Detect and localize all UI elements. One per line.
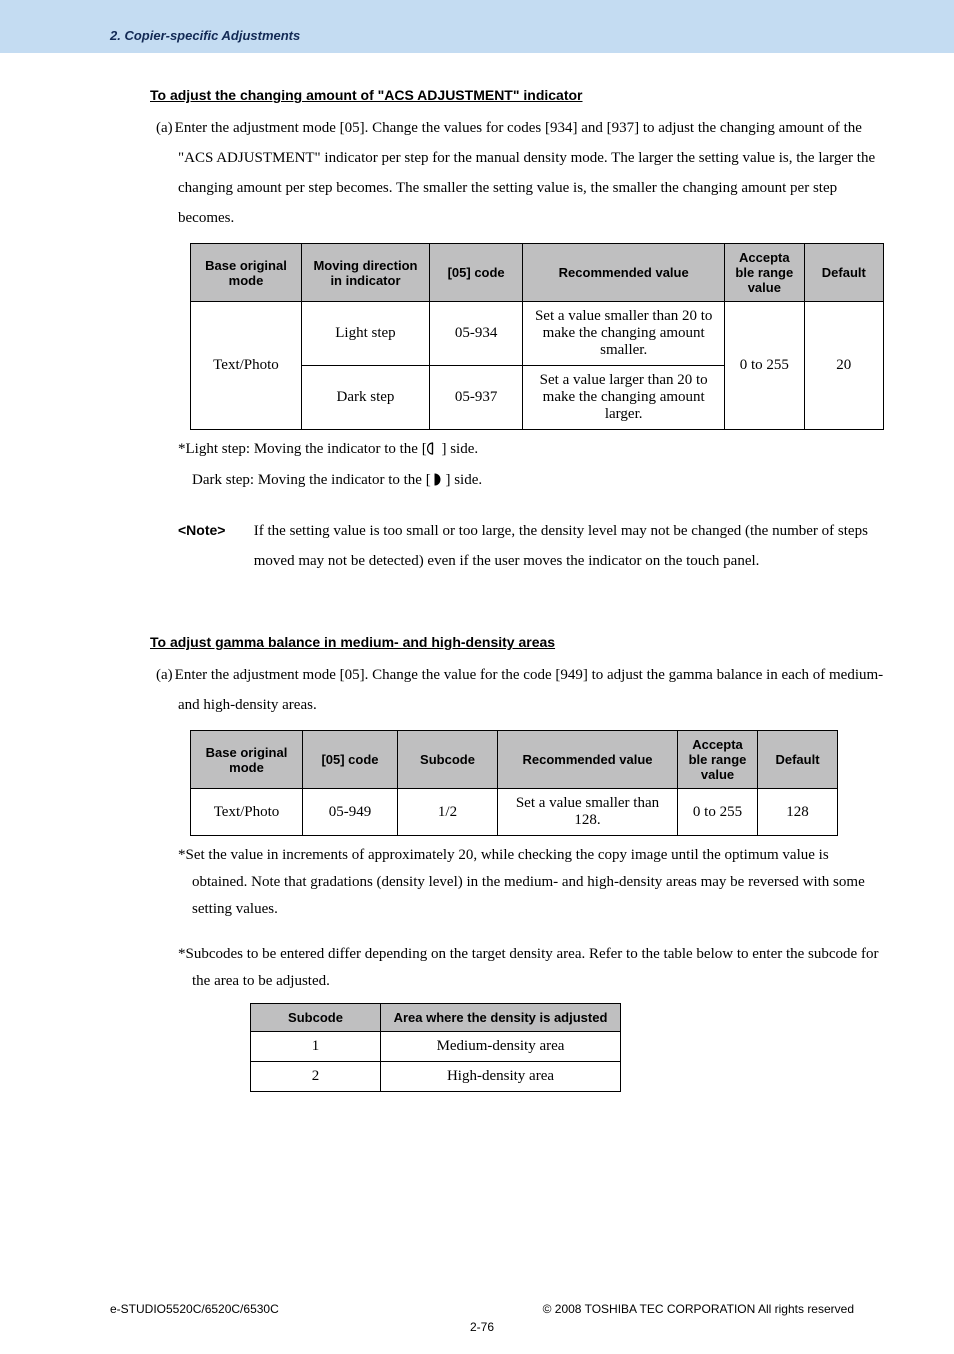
td-area: High-density area — [381, 1062, 621, 1092]
s1-star-note-1: *Light step: Moving the indicator to the… — [178, 436, 884, 463]
th: Recommended value — [498, 731, 678, 789]
table-row: Text/Photo Light step 05-934 Set a value… — [191, 302, 884, 366]
s1-star-note-2: Dark step: Moving the indicator to the [… — [178, 467, 884, 494]
star-text: Light step: Moving the indicator to the … — [186, 441, 427, 457]
s2-paragraph: (a)Enter the adjustment mode [05]. Chang… — [150, 660, 884, 720]
dark-indicator-icon — [431, 472, 442, 488]
footer-model: e-STUDIO5520C/6520C/6530C — [110, 1302, 279, 1316]
td-def: 20 — [804, 302, 883, 430]
th: Subcode — [398, 731, 498, 789]
th: Accepta ble range value — [725, 244, 805, 302]
table-row: 2 High-density area — [251, 1062, 621, 1092]
star-text: Subcodes to be entered differ depending … — [186, 946, 879, 989]
s1-table: Base original mode Moving direction in i… — [190, 243, 884, 430]
th: [05] code — [303, 731, 398, 789]
s1-title: To adjust the changing amount of "ACS AD… — [150, 87, 884, 103]
th: Default — [758, 731, 838, 789]
td-code: 05-937 — [429, 366, 522, 430]
td-rec: Set a value smaller than 20 to make the … — [523, 302, 725, 366]
s2-title: To adjust gamma balance in medium- and h… — [150, 634, 884, 650]
section-heading: 2. Copier-specific Adjustments — [110, 28, 954, 43]
page-header: 2. Copier-specific Adjustments — [0, 0, 954, 53]
td-def: 128 — [758, 789, 838, 836]
td-dir: Light step — [301, 302, 429, 366]
s1-note: <Note> If the setting value is too small… — [178, 516, 884, 576]
td-rec: Set a value smaller than 128. — [498, 789, 678, 836]
th: Default — [804, 244, 883, 302]
light-indicator-icon — [427, 441, 438, 457]
td-sub: 1 — [251, 1032, 381, 1062]
td-range: 0 to 255 — [725, 302, 805, 430]
footer-page-number: 2-76 — [110, 1320, 854, 1334]
s2-star-note-2: *Subcodes to be entered differ depending… — [178, 941, 884, 995]
table-header-row: Base original mode Moving direction in i… — [191, 244, 884, 302]
th: [05] code — [429, 244, 522, 302]
table-header-row: Subcode Area where the density is adjust… — [251, 1004, 621, 1032]
s2-subtable: Subcode Area where the density is adjust… — [250, 1003, 621, 1092]
td-rec: Set a value larger than 20 to make the c… — [523, 366, 725, 430]
star-text: ] side. — [441, 441, 478, 457]
td-dir: Dark step — [301, 366, 429, 430]
td-mode: Text/Photo — [191, 789, 303, 836]
th: Recommended value — [523, 244, 725, 302]
list-tag: (a) — [156, 667, 175, 683]
s2-table: Base original mode [05] code Subcode Rec… — [190, 730, 838, 836]
page-content: To adjust the changing amount of "ACS AD… — [0, 53, 954, 1138]
td-mode: Text/Photo — [191, 302, 302, 430]
note-body: If the setting value is too small or too… — [254, 516, 880, 576]
td-sub: 1/2 — [398, 789, 498, 836]
table-row: 1 Medium-density area — [251, 1032, 621, 1062]
th: Accepta ble range value — [678, 731, 758, 789]
th: Moving direction in indicator — [301, 244, 429, 302]
th: Base original mode — [191, 731, 303, 789]
td-code: 05-949 — [303, 789, 398, 836]
td-area: Medium-density area — [381, 1032, 621, 1062]
td-range: 0 to 255 — [678, 789, 758, 836]
star-text: ] side. — [445, 472, 482, 488]
s2-paragraph-text: Enter the adjustment mode [05]. Change t… — [175, 667, 884, 713]
list-tag: (a) — [156, 120, 175, 136]
page-footer: e-STUDIO5520C/6520C/6530C © 2008 TOSHIBA… — [0, 1302, 954, 1354]
note-label: <Note> — [178, 516, 250, 544]
star-text: Dark step: Moving the indicator to the [ — [192, 472, 431, 488]
s1-paragraph-text: Enter the adjustment mode [05]. Change t… — [175, 120, 875, 226]
th: Base original mode — [191, 244, 302, 302]
table-header-row: Base original mode [05] code Subcode Rec… — [191, 731, 838, 789]
th: Subcode — [251, 1004, 381, 1032]
s2-star-note-1: *Set the value in increments of approxim… — [178, 842, 884, 923]
s1-paragraph: (a)Enter the adjustment mode [05]. Chang… — [150, 113, 884, 233]
td-sub: 2 — [251, 1062, 381, 1092]
th: Area where the density is adjusted — [381, 1004, 621, 1032]
table-row: Text/Photo 05-949 1/2 Set a value smalle… — [191, 789, 838, 836]
star-text: Set the value in increments of approxima… — [186, 847, 865, 917]
footer-copyright: © 2008 TOSHIBA TEC CORPORATION All right… — [543, 1302, 854, 1316]
td-code: 05-934 — [429, 302, 522, 366]
